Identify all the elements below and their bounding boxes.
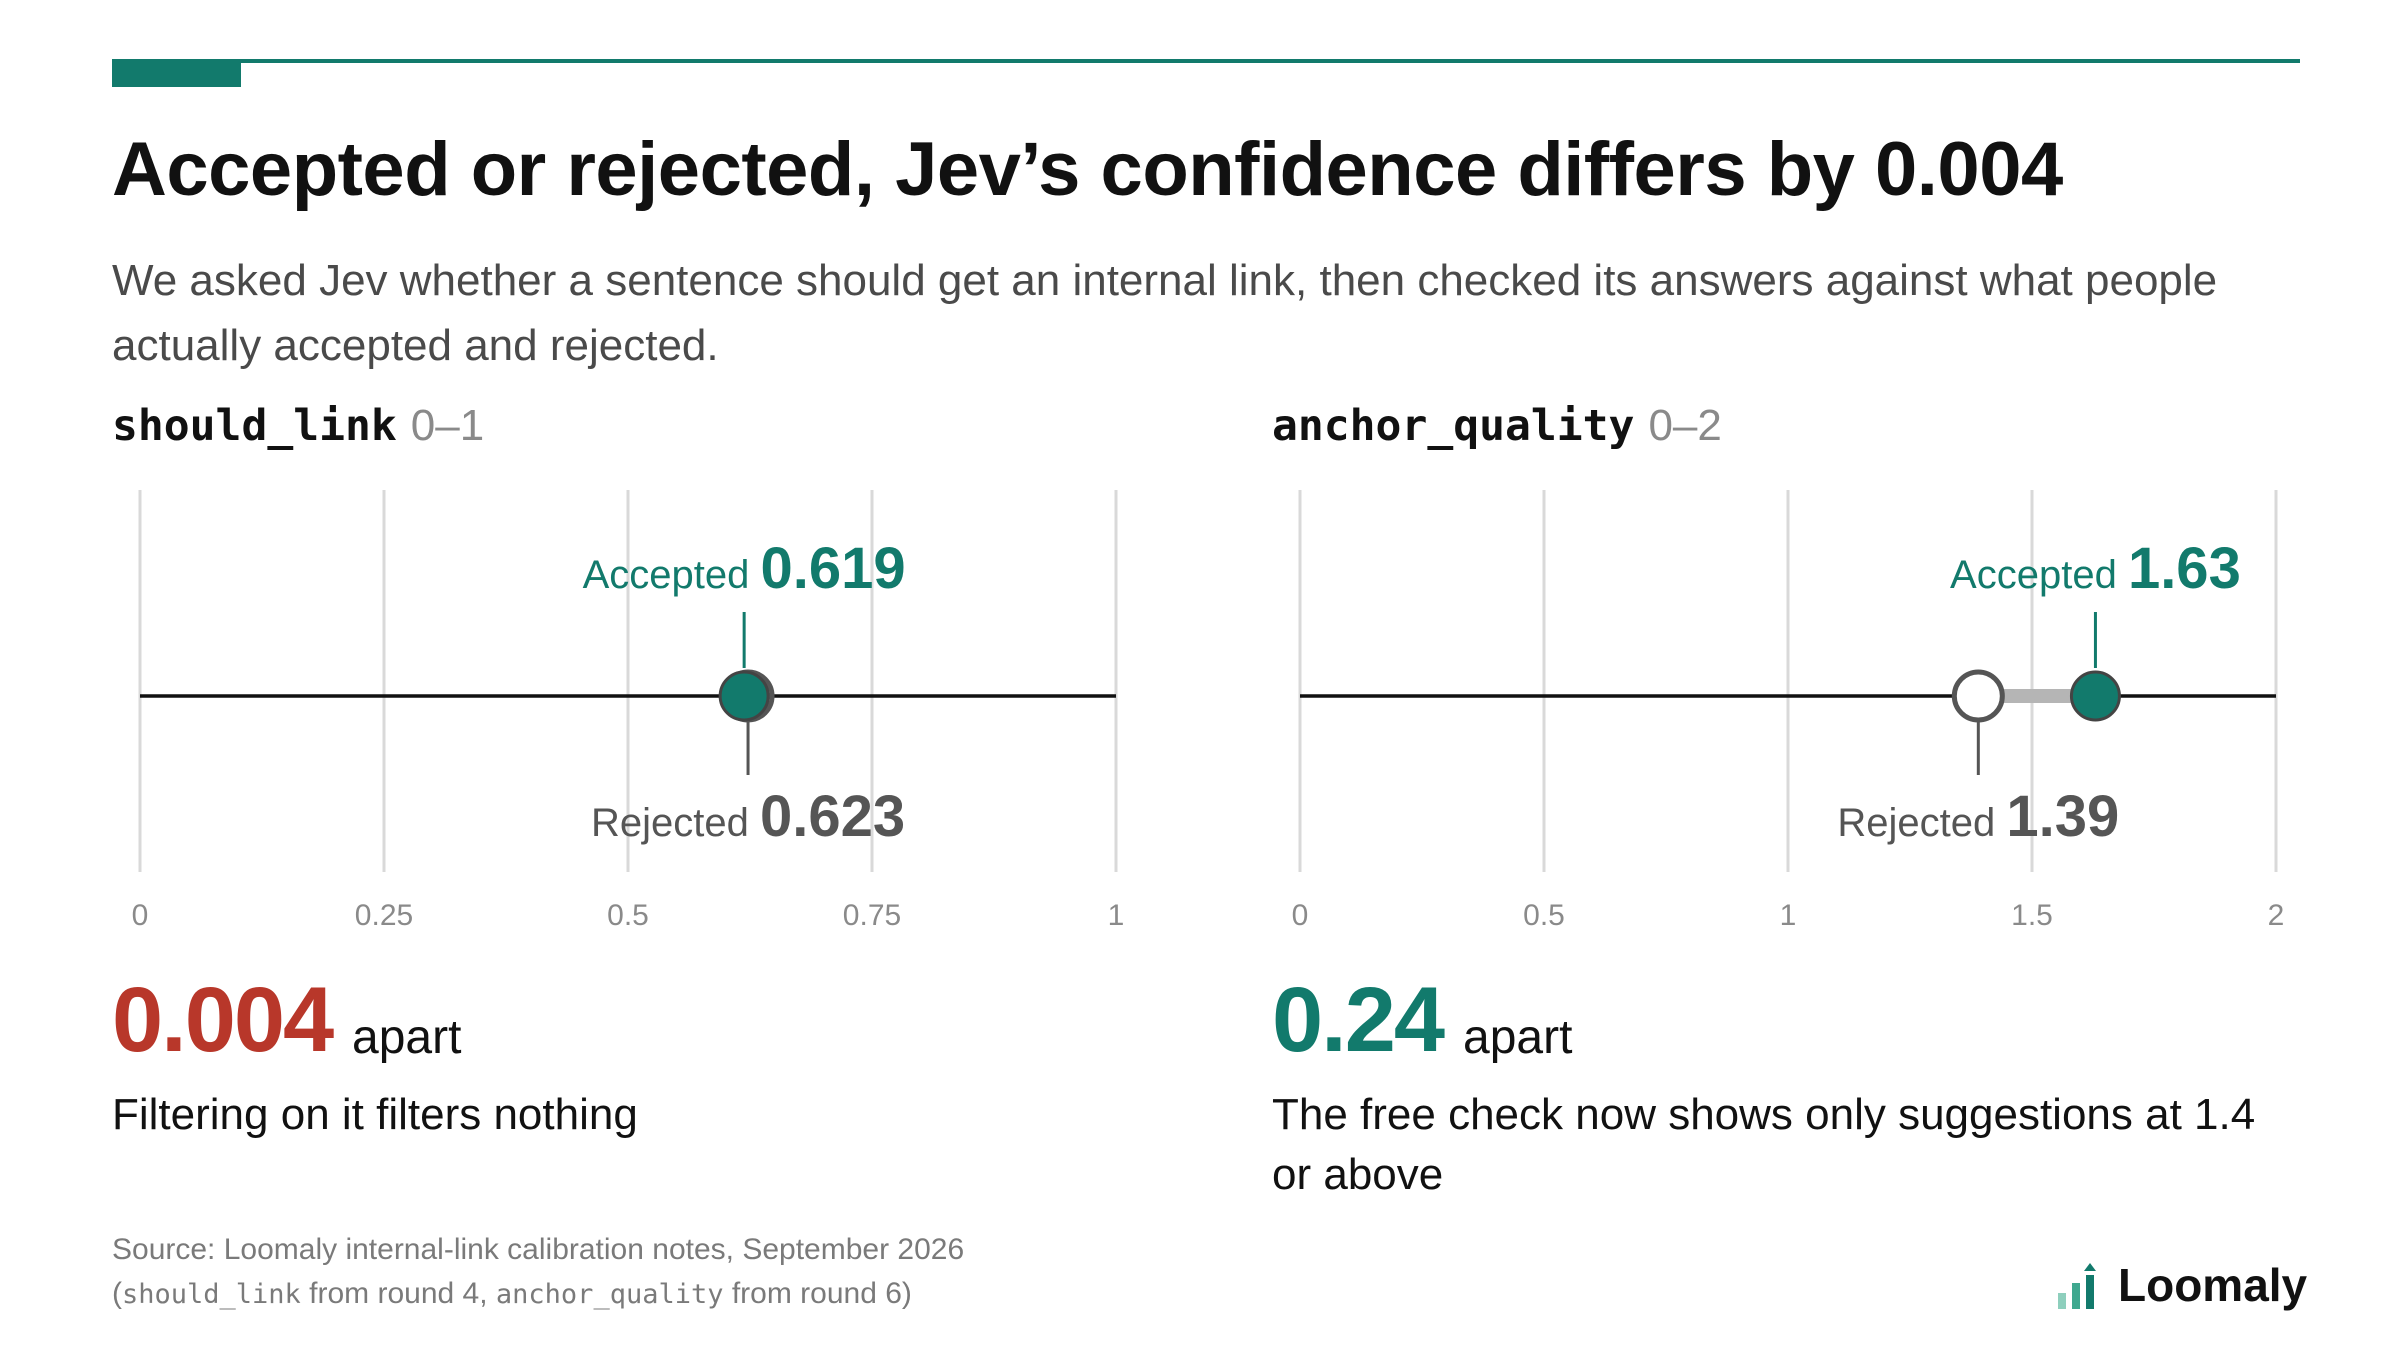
accepted-label-text: Accepted [583,553,761,597]
accepted-label: Accepted 1.63 [1950,536,2241,601]
difference-value: 0.004 [112,969,334,1071]
metric-range: 0–2 [1648,401,1722,450]
difference-unit: apart [352,1011,462,1064]
brand-name: Loomaly [2118,1259,2308,1311]
bar-chart-logo-icon [2058,1263,2096,1309]
should-link-dot-chart: 0 0.25 0.5 0.75 1 Accepted 0.619 Rejected 0.62… [132,490,1125,932]
metric-name: anchor_quality [1272,401,1635,451]
x-tick-label: 0.25 [355,899,413,932]
x-tick-label: 0 [132,899,149,932]
rejected-point [1951,669,2005,723]
x-tick-label: 0 [1292,899,1309,932]
panel-header-should-link: should_link 0–1 [112,396,484,456]
accepted-value: 1.63 [2128,536,2241,601]
panel-caption: Filtering on it filters nothing [112,1090,638,1139]
x-tick-label: 1 [1108,899,1125,932]
accepted-label: Accepted 0.619 [583,536,906,601]
source-line-2: (should_link from round 4, anchor_qualit… [112,1272,964,1317]
panel-caption: The free check now shows only suggestion… [1272,1090,2256,1199]
x-tick-label: 2 [2268,899,2285,932]
brand-logo: Loomaly [2056,1258,2307,1312]
metric-range: 0–1 [410,401,485,450]
accepted-value: 0.619 [761,536,906,601]
source-metric-a: should_link [122,1279,301,1310]
anchor-quality-dot-chart: 0 0.5 1 1.5 2 Accepted 1.63 Rejected 1.39 [1292,490,2285,932]
panel-header-anchor-quality: anchor_quality 0–2 [1272,396,1722,456]
source-paren: ( [112,1277,122,1310]
source-line-1: Source: Loomaly internal-link calibratio… [112,1233,965,1266]
accepted-point [2069,670,2121,722]
source-metric-b: anchor_quality [495,1279,724,1310]
rejected-value: 0.623 [760,784,905,849]
top-accent-bar [112,59,241,87]
rejected-label: Rejected 1.39 [1837,784,2119,849]
accepted-label-text: Accepted [1950,553,2128,597]
source-text: from round 6) [723,1277,912,1310]
x-tick-label: 0.75 [843,899,901,932]
accepted-point [718,670,770,722]
source-note: Source: Loomaly internal-link calibratio… [112,1228,964,1317]
x-tick-label: 0.5 [1523,899,1565,932]
rejected-value: 1.39 [2006,784,2119,849]
rejected-label-text: Rejected [591,801,760,845]
page-title: Accepted or rejected, Jev’s confidence d… [112,127,2063,212]
x-tick-label: 1 [1780,899,1797,932]
x-tick-label: 1.5 [2011,899,2053,932]
rejected-label-text: Rejected [1837,801,2006,845]
x-tick-label: 0.5 [607,899,649,932]
difference-unit: apart [1463,1011,1573,1064]
top-rule [112,59,2300,63]
metric-name: should_link [112,401,397,451]
rejected-label: Rejected 0.623 [591,784,905,849]
difference-value: 0.24 [1272,969,1445,1071]
source-text: from round 4, [300,1277,496,1310]
page-subtitle: We asked Jev whether a sentence should g… [112,256,2218,370]
